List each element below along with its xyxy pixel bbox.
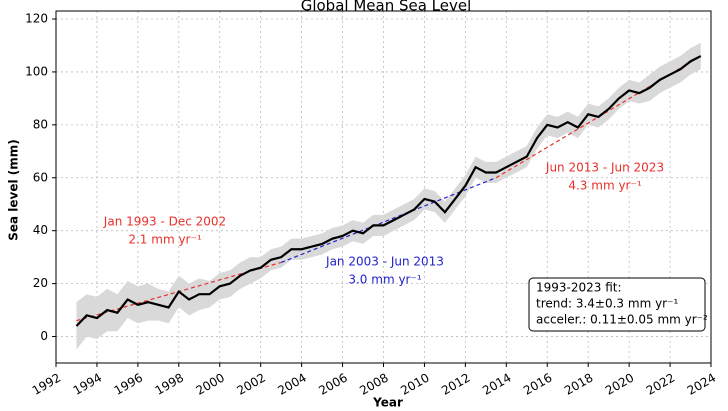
y-tick-label: 120 [25, 12, 48, 26]
x-axis-label: Year [372, 396, 403, 410]
x-tick-label: 2016 [521, 371, 554, 398]
plot-frame [55, 10, 712, 364]
x-tick-label: 2022 [644, 371, 677, 398]
x-tick-label: 1992 [30, 371, 63, 398]
x-tick-label: 2018 [562, 371, 595, 398]
y-tick-label: 0 [40, 329, 48, 343]
uncertainty-band [76, 42, 701, 350]
x-tick-label: 2008 [357, 371, 390, 398]
trend-rate: 2.1 mm yr⁻¹ [128, 233, 201, 247]
chart-title: Global Mean Sea Level [301, 0, 472, 15]
x-tick-label: 2012 [439, 371, 472, 398]
y-tick-label: 80 [33, 117, 48, 131]
y-tick-label: 20 [33, 276, 48, 290]
trend-label: Jan 2003 - Jun 2013 [325, 255, 444, 269]
y-axis-label: Sea level (mm) [7, 139, 21, 241]
fit-text: acceler.: 0.11±0.05 mm yr⁻² [536, 313, 708, 327]
y-tick-label: 60 [33, 170, 48, 184]
trend-label: Jun 2013 - Jun 2023 [545, 161, 664, 175]
trend-label: Jan 1993 - Dec 2002 [103, 215, 226, 229]
fit-text: 1993-2023 fit: [536, 281, 622, 295]
x-tick-label: 2010 [398, 371, 431, 398]
fit-text: trend: 3.4±0.3 mm yr⁻¹ [536, 297, 678, 311]
x-tick-label: 2000 [194, 371, 227, 398]
x-tick-label: 2024 [685, 371, 718, 398]
x-tick-label: 2004 [275, 371, 308, 398]
y-tick-label: 40 [33, 223, 48, 237]
x-tick-label: 1996 [112, 371, 145, 398]
trend-rate: 3.0 mm yr⁻¹ [348, 273, 421, 287]
x-tick-label: 2002 [234, 371, 267, 398]
sea-level-line [75, 55, 702, 327]
x-tick-label: 1998 [153, 371, 186, 398]
fit-box [528, 277, 706, 332]
x-tick-label: 1994 [71, 371, 104, 398]
trend-rate: 4.3 mm yr⁻¹ [568, 179, 641, 193]
x-tick-label: 2014 [480, 371, 513, 398]
x-tick-label: 2006 [316, 371, 349, 398]
y-tick-label: 100 [25, 64, 48, 78]
x-tick-label: 2020 [603, 371, 636, 398]
